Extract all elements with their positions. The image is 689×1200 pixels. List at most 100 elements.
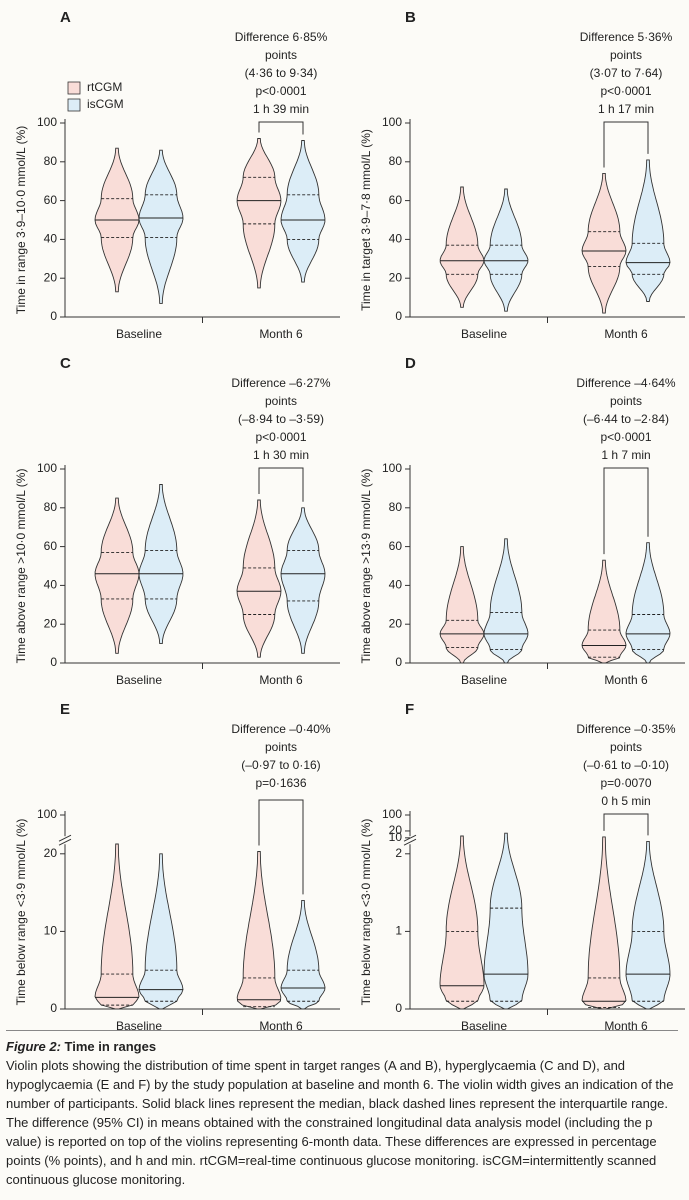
annotation: Difference 5·36% <box>580 30 673 44</box>
y-tick-label: 60 <box>44 193 58 207</box>
bracket <box>603 813 649 836</box>
annotation: (–8·94 to –3·59) <box>238 412 324 426</box>
caption-label: Figure 2: <box>6 1039 61 1054</box>
violin <box>625 542 671 664</box>
violin <box>236 851 282 1010</box>
annotation: Difference –4·64% <box>576 376 676 390</box>
x-tick-label: Baseline <box>461 1019 507 1030</box>
violin <box>280 899 326 1010</box>
bracket <box>258 121 304 135</box>
annotation: p<0·0001 <box>600 430 651 444</box>
violin <box>94 497 140 654</box>
y-tick-label: 10 <box>389 830 403 844</box>
y-tick-label: 20 <box>44 616 58 630</box>
y-tick-label: 2 <box>395 846 402 860</box>
y-tick-label: 20 <box>389 823 403 837</box>
annotation: points <box>610 48 642 62</box>
panel-letter: B <box>405 9 416 26</box>
violin <box>581 559 627 664</box>
annotation: points <box>265 48 297 62</box>
panel-letter: F <box>405 701 414 718</box>
violin <box>625 159 671 302</box>
y-tick-label: 10 <box>44 924 58 938</box>
violin <box>581 172 627 314</box>
violin <box>439 835 485 1010</box>
annotation: Difference 6·85% <box>235 30 328 44</box>
y-tick-label: 0 <box>50 309 57 323</box>
y-tick-label: 100 <box>37 461 57 475</box>
y-tick-label: 60 <box>389 193 403 207</box>
violin <box>483 188 529 312</box>
x-tick-label: Month 6 <box>259 673 303 687</box>
y-tick-label: 80 <box>44 154 58 168</box>
y-axis-label: Time below range <3·9 mmol/L (%) <box>14 819 28 1006</box>
annotation: 1 h 7 min <box>601 448 650 462</box>
y-tick-label: 40 <box>389 578 403 592</box>
x-tick-label: Month 6 <box>604 327 648 341</box>
y-tick-label: 100 <box>382 461 402 475</box>
violin <box>236 499 282 658</box>
annotation: p<0·0001 <box>600 84 651 98</box>
y-axis-label: Time above range >10·0 mmol/L (%) <box>14 469 28 664</box>
x-tick-label: Baseline <box>461 673 507 687</box>
annotation: p=0·1636 <box>255 776 306 790</box>
annotation: Difference –6·27% <box>231 376 331 390</box>
violin <box>581 836 627 1010</box>
annotation: points <box>610 394 642 408</box>
bracket <box>258 467 304 502</box>
y-tick-label: 100 <box>37 115 57 129</box>
caption-text: Violin plots showing the distribution of… <box>6 1058 674 1187</box>
axis-break <box>403 838 417 846</box>
bracket <box>258 799 304 895</box>
annotation: points <box>265 740 297 754</box>
axis-break <box>58 838 72 846</box>
y-tick-label: 0 <box>395 655 402 669</box>
annotation: (4·36 to 9·34) <box>245 66 318 80</box>
violin <box>280 507 326 654</box>
panel-letter: A <box>60 9 71 26</box>
y-tick-label: 1 <box>395 924 402 938</box>
annotation: (–6·44 to –2·84) <box>583 412 669 426</box>
x-tick-label: Month 6 <box>604 1019 648 1030</box>
annotation: (–0·97 to 0·16) <box>241 758 320 772</box>
y-tick-label: 100 <box>382 115 402 129</box>
x-tick-label: Baseline <box>116 673 162 687</box>
y-tick-label: 20 <box>44 270 58 284</box>
annotation: Difference –0·35% <box>576 722 676 736</box>
panel-letter: D <box>405 355 416 372</box>
x-tick-label: Baseline <box>116 327 162 341</box>
y-tick-label: 80 <box>389 500 403 514</box>
x-tick-label: Month 6 <box>259 327 303 341</box>
violin <box>94 843 140 1010</box>
axis-break <box>58 834 72 842</box>
annotation: (3·07 to 7·64) <box>590 66 663 80</box>
violin <box>439 546 485 664</box>
y-axis-label: Time below range <3·0 mmol/L (%) <box>359 819 373 1006</box>
annotation: (–0·61 to –0·10) <box>583 758 669 772</box>
y-tick-label: 80 <box>44 500 58 514</box>
annotation: p<0·0001 <box>255 430 306 444</box>
annotation: 1 h 17 min <box>598 102 654 116</box>
panel-letter: C <box>60 355 71 372</box>
x-tick-label: Baseline <box>116 1019 162 1030</box>
violin <box>483 538 529 664</box>
x-tick-label: Month 6 <box>604 673 648 687</box>
violin <box>236 138 282 289</box>
violin <box>138 149 184 304</box>
y-tick-label: 40 <box>389 232 403 246</box>
y-tick-label: 0 <box>50 655 57 669</box>
annotation: Difference –0·40% <box>231 722 331 736</box>
y-tick-label: 40 <box>44 578 58 592</box>
annotation: 0 h 5 min <box>601 794 650 808</box>
annotation: 1 h 39 min <box>253 102 309 116</box>
y-axis-label: Time in range 3·9–10·0 mmol/L (%) <box>14 126 28 315</box>
y-tick-label: 20 <box>389 270 403 284</box>
y-tick-label: 60 <box>389 539 403 553</box>
annotation: 1 h 30 min <box>253 448 309 462</box>
violin <box>483 832 529 1010</box>
annotation: points <box>265 394 297 408</box>
y-tick-label: 0 <box>395 1001 402 1015</box>
y-tick-label: 100 <box>37 807 57 821</box>
